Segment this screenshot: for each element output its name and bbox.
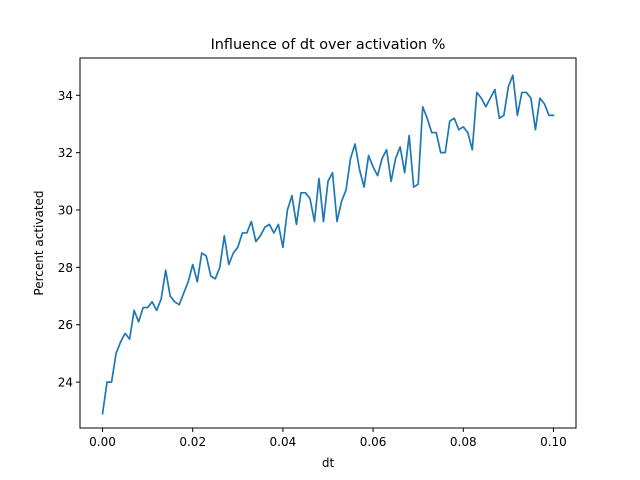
- y-tick-label: 28: [58, 261, 73, 275]
- y-tick-label: 30: [58, 204, 73, 218]
- chart-title: Influence of dt over activation %: [211, 37, 446, 53]
- x-tick-label: 0.00: [89, 435, 116, 449]
- y-axis-ticks: 24 26 28 30 32 34: [58, 89, 80, 390]
- x-tick-label: 0.10: [540, 435, 567, 449]
- y-axis-label: Percent activated: [32, 190, 46, 295]
- series-line: [101, 74, 555, 415]
- x-axis-ticks: 0.00 0.02 0.04 0.06 0.08 0.10: [89, 428, 567, 449]
- y-tick-label: 34: [58, 89, 73, 103]
- data-layer: [101, 74, 555, 415]
- plot-area: [80, 58, 576, 428]
- x-tick-label: 0.08: [450, 435, 477, 449]
- x-tick-label: 0.04: [270, 435, 297, 449]
- y-tick-label: 24: [58, 376, 73, 390]
- x-tick-label: 0.06: [360, 435, 387, 449]
- x-tick-label: 0.02: [179, 435, 206, 449]
- plot-frame: [79, 57, 577, 429]
- x-axis-label: dt: [322, 456, 335, 470]
- y-tick-label: 26: [58, 318, 73, 332]
- y-tick-label: 32: [58, 146, 73, 160]
